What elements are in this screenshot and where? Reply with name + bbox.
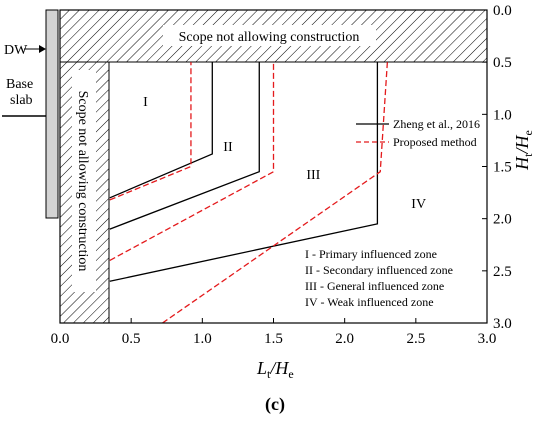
- legend-label-proposed: Proposed method: [393, 135, 477, 149]
- x-tick-label: 1.5: [264, 331, 283, 347]
- x-tick-label: 0.5: [122, 331, 141, 347]
- x-tick-label: 1.0: [193, 331, 212, 347]
- x-tick-label: 0.0: [51, 331, 70, 347]
- y-axis-title-div: /H: [512, 134, 532, 154]
- series-1-line-1: [109, 62, 275, 261]
- x-axis-title-sub2: e: [288, 367, 293, 381]
- series-0-line-2: [109, 62, 379, 282]
- legend-label-zheng: Zheng et al., 2016: [393, 117, 480, 131]
- zone-legend-item-1: I - Primary influenced zone: [305, 247, 437, 261]
- zone-label-4: IV: [411, 197, 426, 212]
- side-scope-label-box: [72, 70, 96, 292]
- x-axis-title-div: /H: [269, 358, 289, 378]
- y-tick-label: 2.0: [493, 212, 512, 228]
- zone-legend-item-4: IV - Weak influenced zone: [305, 295, 434, 309]
- x-axis-title-sub: t: [267, 367, 271, 381]
- series-legend: Zheng et al., 2016 Proposed method: [356, 117, 480, 149]
- base-slab-label-line2: slab: [10, 93, 33, 108]
- top-scope-label: Scope not allowing construction: [179, 30, 360, 45]
- series-1-line-2: [162, 62, 389, 323]
- y-tick-label: 0.5: [493, 55, 512, 71]
- x-tick-label: 2.5: [406, 331, 425, 347]
- series-layer: [109, 62, 389, 323]
- y-axis-title-main: H: [512, 156, 532, 171]
- panel-label: (c): [265, 394, 285, 415]
- side-scope-label: Scope not allowing construction: [75, 91, 90, 272]
- zone-label-3: III: [306, 168, 320, 183]
- x-tick-label: 2.0: [335, 331, 354, 347]
- zone-legend: I - Primary influenced zone II - Seconda…: [305, 247, 453, 309]
- y-tick-label: 1.5: [493, 160, 512, 176]
- series-1-line-0: [109, 62, 192, 201]
- y-axis-title-sub: t: [521, 153, 535, 157]
- y-tick-label: 3.0: [493, 316, 512, 332]
- series-0-line-0: [109, 62, 213, 199]
- y-axis-title-sub2: e: [521, 130, 535, 135]
- y-tick-label: 2.5: [493, 264, 512, 280]
- top-scope-label-box: [163, 25, 376, 46]
- x-tick-label: 3.0: [478, 331, 497, 347]
- zone-legend-item-3: III - General influenced zone: [305, 279, 444, 293]
- zone-legend-item-2: II - Secondary influenced zone: [305, 263, 453, 277]
- diaphragm-wall: [45, 9, 59, 219]
- zone-label-2: II: [223, 140, 233, 155]
- y-tick-label: 0.0: [493, 3, 512, 19]
- dw-label: DW: [4, 43, 28, 58]
- x-axis-title-main: L: [256, 358, 267, 378]
- series-0-line-1: [109, 62, 260, 230]
- zone-label-1: I: [143, 95, 148, 110]
- y-tick-label: 1.0: [493, 107, 512, 123]
- base-slab-label-line1: Base: [6, 77, 33, 92]
- dw-arrow-head: [39, 45, 46, 53]
- x-axis-title: Lt/He: [256, 358, 294, 381]
- tick-layer: 0.0 0.5 1.0 1.5 2.0 2.5 3.0 0.0 0.5 1.0 1.5 2.0 2.5 3…: [51, 3, 512, 347]
- y-axis-title: Ht/He: [512, 130, 535, 171]
